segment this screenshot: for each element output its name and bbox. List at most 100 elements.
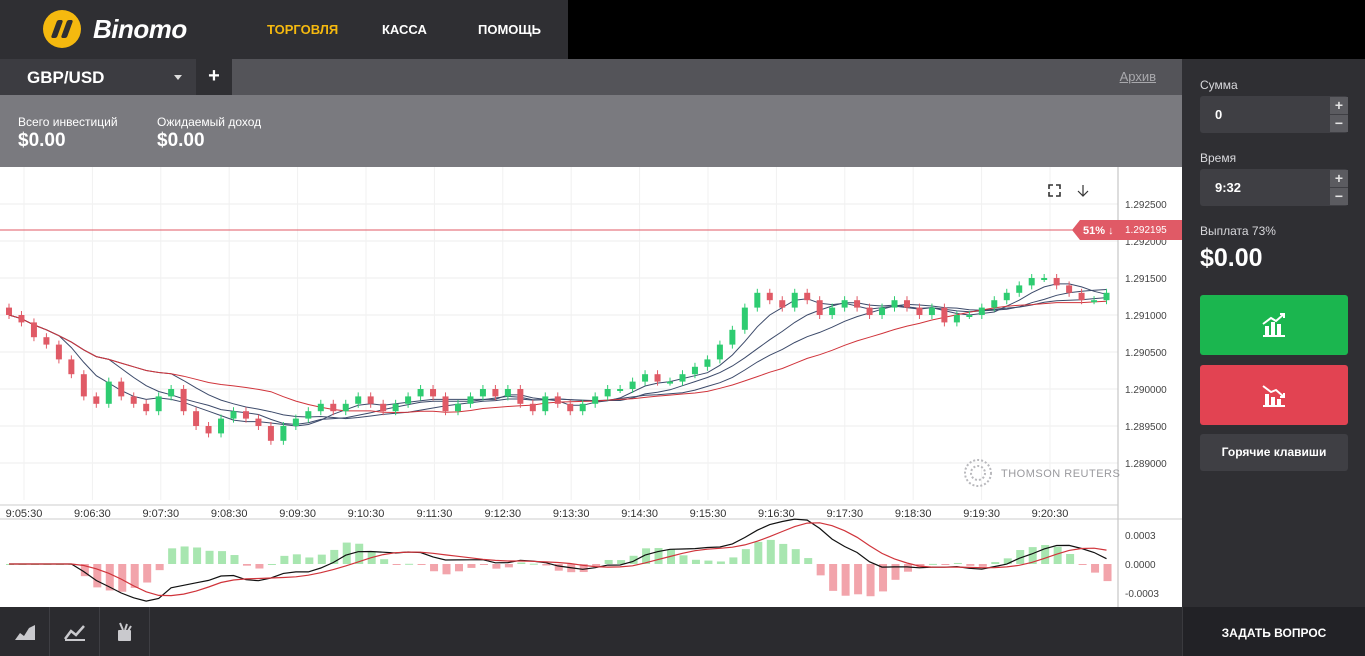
candle-down bbox=[55, 344, 62, 360]
candle-down bbox=[916, 307, 923, 315]
amount-increase-button[interactable]: + bbox=[1330, 97, 1348, 114]
macd-bar bbox=[766, 539, 775, 564]
time-field[interactable]: 9:32 + − bbox=[1200, 169, 1348, 206]
tools-icon bbox=[117, 622, 132, 641]
candle-up bbox=[355, 396, 362, 404]
drawing-tools-button[interactable] bbox=[100, 607, 150, 656]
y-tick-label: 1.290000 bbox=[1125, 385, 1167, 396]
download-icon[interactable] bbox=[1077, 185, 1089, 197]
candle-up bbox=[504, 389, 511, 397]
time-increase-button[interactable]: + bbox=[1330, 170, 1348, 187]
macd-bar bbox=[417, 564, 426, 565]
nav-cashier[interactable]: КАССА bbox=[382, 22, 427, 37]
amount-decrease-button[interactable]: − bbox=[1330, 115, 1348, 132]
macd-bar bbox=[654, 548, 663, 564]
macd-bar bbox=[1053, 546, 1062, 564]
candle-up bbox=[1091, 300, 1098, 303]
macd-bar bbox=[342, 542, 351, 564]
macd-bar bbox=[130, 564, 139, 588]
candle-up bbox=[230, 411, 237, 419]
amount-value: 0 bbox=[1215, 107, 1223, 122]
candle-up bbox=[953, 315, 960, 323]
chart-type-button[interactable] bbox=[0, 607, 50, 656]
candle-down bbox=[903, 300, 910, 308]
macd-bar bbox=[866, 564, 875, 597]
candle-down bbox=[30, 322, 37, 338]
macd-bar bbox=[579, 564, 588, 573]
candle-up bbox=[791, 292, 798, 308]
logo[interactable]: Binomo bbox=[43, 10, 187, 48]
sell-down-button[interactable] bbox=[1200, 365, 1348, 425]
indicators-button[interactable] bbox=[50, 607, 100, 656]
nav-help[interactable]: ПОМОЩЬ bbox=[478, 22, 541, 37]
macd-bar bbox=[978, 564, 987, 567]
candle-up bbox=[305, 411, 312, 419]
total-investment-label: Всего инвестиций bbox=[18, 115, 118, 129]
macd-bar bbox=[704, 560, 713, 564]
macd-bar bbox=[1103, 564, 1112, 582]
watermark-text: THOMSON REUTERS bbox=[1001, 468, 1120, 480]
candle-up bbox=[991, 300, 998, 308]
macd-bar bbox=[205, 550, 214, 564]
candle-up bbox=[741, 307, 748, 330]
candle-down bbox=[143, 403, 150, 412]
candle-up bbox=[879, 307, 886, 315]
x-tick-label: 9:17:30 bbox=[826, 508, 863, 520]
candle-up bbox=[978, 307, 985, 315]
price-chart[interactable]: 1.292500 1.292000 1.291500 1.291000 1.290500… bbox=[0, 167, 1182, 607]
macd-bar bbox=[729, 557, 738, 564]
candle-down bbox=[130, 396, 137, 404]
candle-down bbox=[43, 337, 50, 345]
macd-bar bbox=[292, 554, 301, 564]
reuters-logo-icon bbox=[964, 459, 992, 487]
macd-bar bbox=[1041, 545, 1050, 564]
macd-bar bbox=[80, 564, 89, 577]
add-instrument-button[interactable]: + bbox=[196, 59, 232, 95]
candle-down bbox=[18, 315, 25, 323]
total-investment-value: $0.00 bbox=[18, 130, 66, 151]
candle-down bbox=[68, 359, 75, 375]
macd-bar bbox=[267, 564, 276, 565]
fullscreen-icon[interactable] bbox=[1048, 184, 1061, 197]
macd-bar bbox=[305, 557, 314, 564]
candle-up bbox=[155, 396, 162, 412]
x-tick-label: 9:14:30 bbox=[621, 508, 658, 520]
archive-link[interactable]: Архив bbox=[1119, 69, 1156, 84]
y-tick-label: 1.292500 bbox=[1125, 200, 1167, 211]
time-label: Время bbox=[1200, 151, 1237, 165]
candle-down bbox=[242, 411, 249, 419]
candle-up bbox=[617, 389, 624, 391]
macd-bar bbox=[854, 564, 863, 595]
macd-bar bbox=[380, 559, 389, 564]
candle-up bbox=[629, 381, 636, 389]
time-value: 9:32 bbox=[1215, 180, 1242, 195]
hotkeys-button[interactable]: Горячие клавиши bbox=[1200, 434, 1348, 471]
buy-up-button[interactable] bbox=[1200, 295, 1348, 355]
time-decrease-button[interactable]: − bbox=[1330, 188, 1348, 205]
y-tick-label: 1.289500 bbox=[1125, 422, 1167, 433]
x-tick-label: 9:10:30 bbox=[348, 508, 385, 520]
candle-down bbox=[766, 292, 773, 301]
candle-down bbox=[492, 389, 499, 397]
macd-bar bbox=[1003, 558, 1012, 564]
candle-up bbox=[417, 389, 424, 397]
candle-up bbox=[405, 396, 412, 404]
candle-down bbox=[80, 374, 87, 397]
macd-bar bbox=[105, 564, 114, 591]
amount-field[interactable]: 0 + − bbox=[1200, 96, 1348, 133]
candle-up bbox=[454, 403, 461, 412]
candle-up bbox=[1003, 292, 1010, 301]
candle-down bbox=[442, 396, 449, 412]
bottom-toolbar bbox=[0, 607, 1182, 656]
macd-bar bbox=[829, 564, 838, 591]
macd-bar bbox=[255, 564, 264, 569]
instrument-tab[interactable]: GBP/USD bbox=[0, 59, 196, 95]
candle-down bbox=[6, 307, 12, 315]
candle-up bbox=[928, 307, 935, 315]
chart-grid bbox=[0, 167, 1182, 607]
nav-trading[interactable]: ТОРГОВЛЯ bbox=[267, 22, 339, 37]
ask-question-button[interactable]: ЗАДАТЬ ВОПРОС bbox=[1182, 607, 1365, 656]
candle-down bbox=[255, 418, 262, 426]
candle-down bbox=[93, 396, 100, 404]
chart-area[interactable]: 1.292500 1.292000 1.291500 1.291000 1.290500… bbox=[0, 167, 1182, 607]
